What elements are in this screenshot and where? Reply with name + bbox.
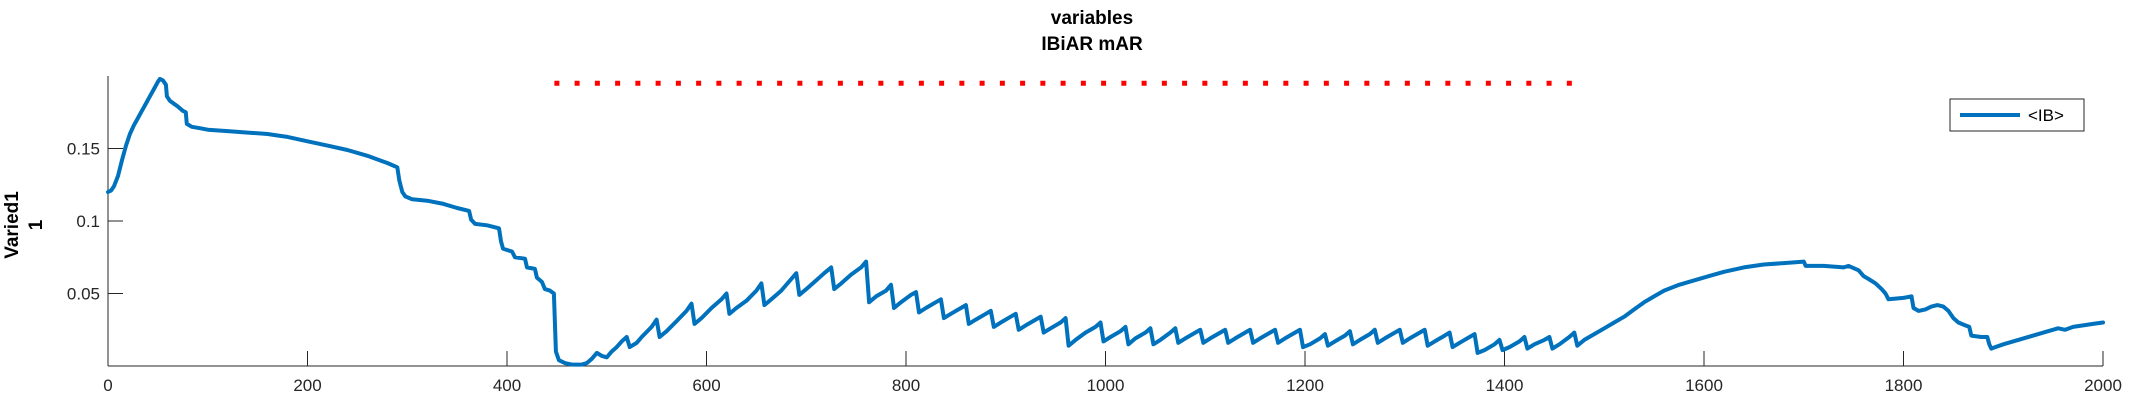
x-tick-label: 400 — [493, 376, 521, 395]
chart-title-line-1: variables — [1051, 8, 1133, 29]
red-dot-marker — [1445, 80, 1451, 86]
series-line-ib — [106, 76, 2105, 367]
red-dot-marker — [736, 80, 742, 86]
red-dot-marker — [898, 80, 904, 86]
red-dot-marker — [1040, 80, 1046, 86]
red-dot-marker — [777, 80, 783, 86]
red-dot-marker — [1263, 80, 1269, 86]
red-dot-marker — [594, 80, 600, 86]
red-dot-marker — [1303, 80, 1309, 86]
red-dot-marker — [696, 80, 702, 86]
red-dot-marker — [1364, 80, 1370, 86]
red-dot-marker — [797, 80, 803, 86]
red-dot-marker — [1465, 80, 1471, 86]
red-dot-marker — [716, 80, 722, 86]
red-dot-marker — [1020, 80, 1026, 86]
y-axis: 0.05 0.1 0.15 — [67, 76, 123, 366]
red-dot-marker — [574, 80, 580, 86]
x-axis: 0 200 400 600 800 1000 1200 1400 1600 1800 2000 — [103, 351, 2122, 395]
x-tick-label: 1400 — [1486, 376, 1524, 395]
red-dot-marker — [1344, 80, 1350, 86]
red-dot-marker — [817, 80, 823, 86]
red-dot-marker — [1141, 80, 1147, 86]
y-axis-label-line-2: 1 — [26, 219, 47, 230]
red-dot-marker — [1161, 80, 1167, 86]
red-dot-marker — [837, 80, 843, 86]
red-dot-marker — [635, 80, 641, 86]
red-dot-marker — [1526, 80, 1532, 86]
red-dot-marker — [1242, 80, 1248, 86]
x-tick-label: 800 — [892, 376, 920, 395]
red-dotted-series — [554, 80, 1572, 86]
red-dot-marker — [878, 80, 884, 86]
red-dot-marker — [1506, 80, 1512, 86]
red-dot-marker — [1283, 80, 1289, 86]
red-dot-marker — [756, 80, 762, 86]
red-dot-marker — [1121, 80, 1127, 86]
x-tick-label: 1800 — [1885, 376, 1923, 395]
legend-label-ib: <IB> — [2028, 106, 2064, 125]
red-dot-marker — [959, 80, 965, 86]
red-dot-marker — [858, 80, 864, 86]
x-tick-label: 600 — [692, 376, 720, 395]
red-dot-marker — [979, 80, 985, 86]
y-tick-label: 0.15 — [67, 140, 100, 159]
series-layer — [106, 76, 2105, 367]
y-tick-label: 0.1 — [76, 212, 100, 231]
red-dot-marker — [1060, 80, 1066, 86]
chart-title-line-2: IBiAR mAR — [1041, 34, 1143, 55]
legend: <IB> — [1949, 98, 2085, 132]
red-dot-marker — [1546, 80, 1552, 86]
y-axis-label: Varied1 1 — [2, 191, 47, 259]
red-dot-marker — [1384, 80, 1390, 86]
red-dot-marker — [999, 80, 1005, 86]
red-dot-marker — [1101, 80, 1107, 86]
x-tick-label: 200 — [293, 376, 321, 395]
red-dot-marker — [554, 80, 560, 86]
red-dot-marker — [615, 80, 621, 86]
red-dot-marker — [1323, 80, 1329, 86]
red-dot-marker — [1202, 80, 1208, 86]
red-dot-marker — [1485, 80, 1491, 86]
x-tick-label: 0 — [103, 376, 112, 395]
red-dot-marker — [1566, 80, 1572, 86]
red-dot-marker — [939, 80, 945, 86]
red-dot-marker — [1425, 80, 1431, 86]
x-tick-label: 1600 — [1685, 376, 1723, 395]
red-dot-marker — [1222, 80, 1228, 86]
red-dot-marker — [918, 80, 924, 86]
y-axis-label-line-1: Varied1 — [2, 191, 23, 259]
red-dot-marker — [655, 80, 661, 86]
red-dot-marker — [1182, 80, 1188, 86]
red-dot-marker — [1080, 80, 1086, 86]
red-dot-marker — [1404, 80, 1410, 86]
x-tick-label: 1000 — [1087, 376, 1125, 395]
red-dot-marker — [675, 80, 681, 86]
y-tick-label: 0.05 — [67, 285, 100, 304]
x-tick-label: 1200 — [1286, 376, 1324, 395]
x-tick-label: 2000 — [2084, 376, 2122, 395]
